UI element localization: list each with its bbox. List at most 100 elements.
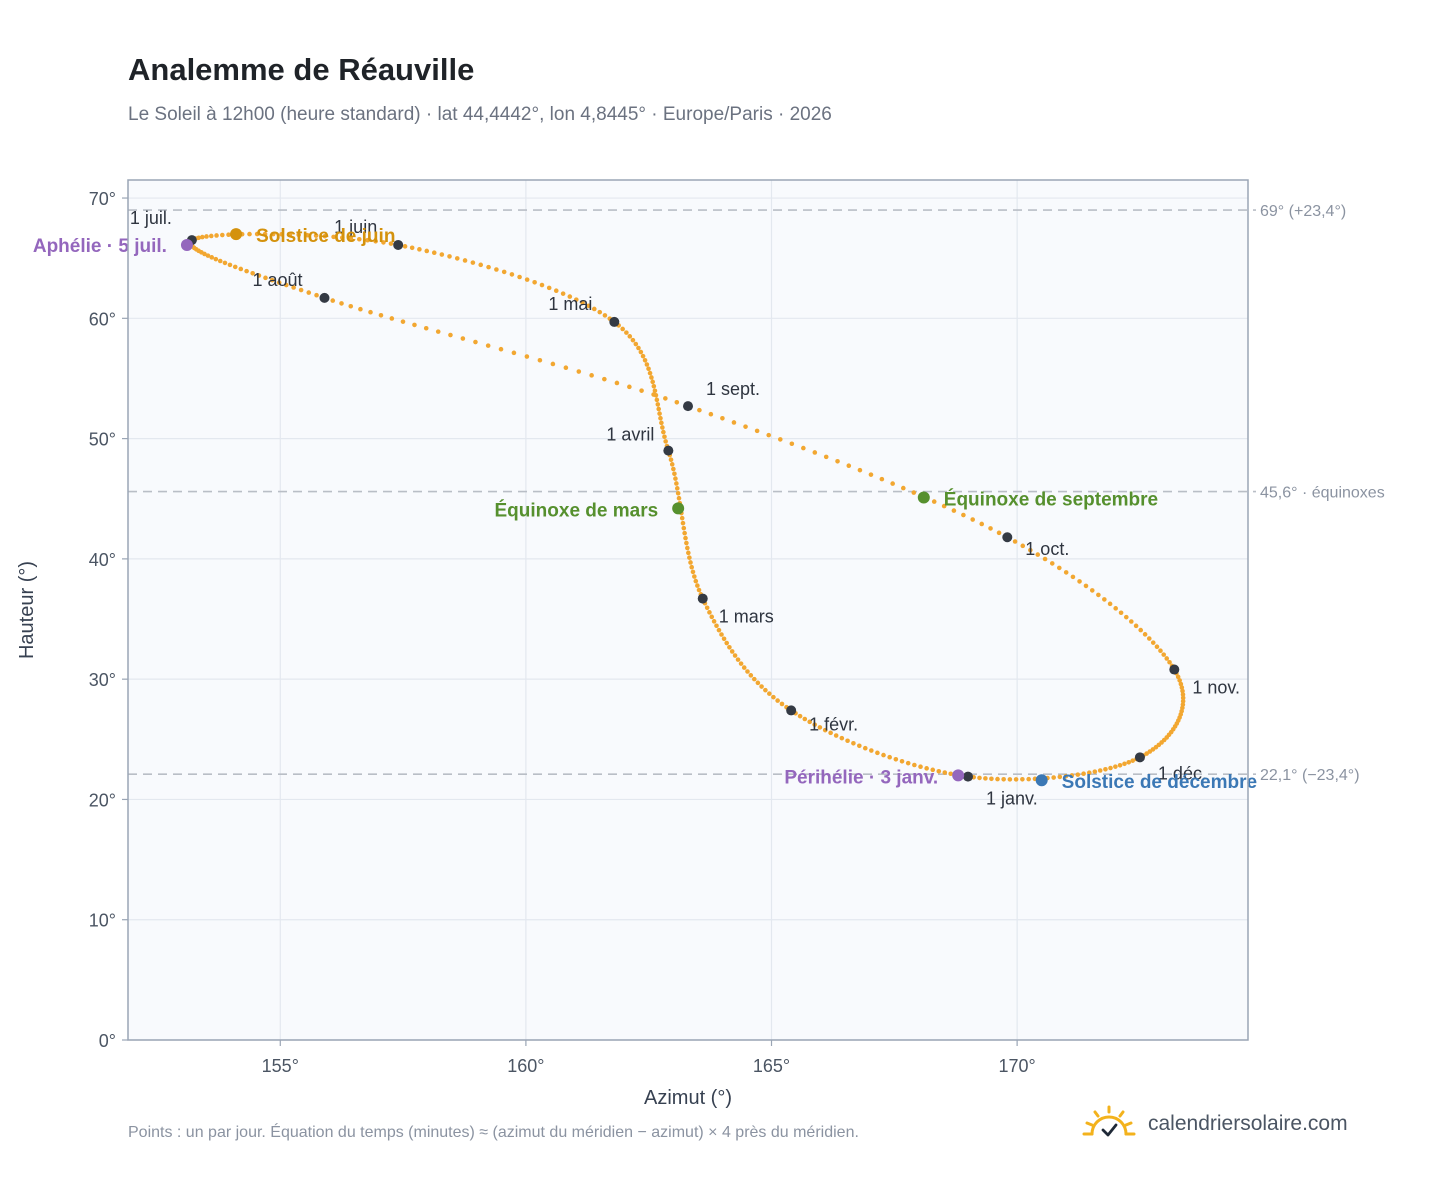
- daily-point: [1075, 772, 1081, 777]
- daily-point: [1089, 588, 1095, 593]
- brand-name: calendriersolaire.com: [1148, 1112, 1348, 1135]
- daily-point: [263, 275, 268, 281]
- month-marker-label: 1 avril: [606, 425, 654, 445]
- daily-point: [640, 353, 646, 359]
- daily-point: [685, 545, 690, 551]
- chart-subtitle: Le Soleil à 12h00 (heure standard) · lat…: [128, 104, 832, 125]
- month-marker: [786, 705, 797, 716]
- daily-point: [797, 713, 803, 719]
- daily-point: [766, 432, 772, 438]
- brand[interactable]: calendriersolaire.com: [1082, 1100, 1348, 1148]
- month-marker: [683, 401, 693, 412]
- month-marker-label: 1 août: [252, 270, 302, 290]
- daily-point: [1026, 776, 1031, 782]
- daily-point: [868, 472, 874, 477]
- june-solstice-label: Solstice de juin: [256, 226, 395, 247]
- daily-point: [563, 365, 569, 371]
- daily-point: [539, 282, 545, 288]
- daily-point: [1081, 771, 1086, 776]
- daily-point: [696, 587, 702, 593]
- month-marker-label: 1 juil.: [130, 208, 172, 228]
- daily-point: [381, 240, 386, 245]
- daily-point: [763, 687, 768, 693]
- daily-point: [687, 555, 692, 560]
- daily-point: [931, 499, 937, 504]
- daily-point: [771, 694, 776, 700]
- daily-point: [314, 292, 319, 298]
- daily-point: [270, 231, 276, 237]
- daily-point: [779, 701, 785, 707]
- daily-point: [905, 760, 911, 766]
- daily-point: [697, 407, 702, 413]
- daily-point: [714, 623, 719, 629]
- daily-point: [550, 361, 556, 367]
- daily-point: [716, 627, 722, 633]
- daily-point: [936, 768, 942, 774]
- daily-point: [567, 294, 573, 299]
- daily-point: [748, 673, 754, 678]
- daily-point: [777, 437, 783, 442]
- daily-point: [1167, 659, 1172, 665]
- daily-point: [680, 520, 686, 526]
- daily-point: [460, 336, 466, 341]
- daily-point: [532, 280, 537, 285]
- month-marker-label: 1 janv.: [986, 789, 1038, 809]
- daily-point: [330, 298, 336, 303]
- daily-point: [639, 388, 644, 393]
- daily-point: [331, 234, 336, 240]
- daily-point: [511, 350, 517, 356]
- daily-point: [470, 260, 476, 265]
- daily-point: [226, 232, 231, 238]
- perihelion-label: Périhélie · 3 janv.: [784, 767, 938, 788]
- daily-point: [689, 564, 695, 570]
- daily-point: [901, 485, 906, 491]
- daily-point: [546, 285, 552, 291]
- sun-logo-icon: [1082, 1105, 1136, 1137]
- daily-point: [893, 756, 899, 762]
- daily-point: [424, 248, 430, 254]
- daily-point: [918, 764, 923, 770]
- daily-point: [674, 399, 680, 405]
- daily-point: [707, 610, 712, 615]
- daily-point: [517, 274, 522, 280]
- x-tick-label: 160°: [507, 1056, 544, 1076]
- daily-point: [256, 273, 262, 278]
- daily-point: [254, 231, 260, 237]
- month-marker: [1134, 752, 1145, 763]
- daily-point: [602, 376, 607, 382]
- daily-point: [801, 445, 806, 451]
- daily-point: [741, 665, 747, 670]
- daily-point: [1063, 773, 1069, 779]
- daily-point: [828, 730, 833, 736]
- daily-point: [305, 232, 310, 238]
- daily-point: [213, 256, 219, 262]
- daily-point: [1001, 776, 1006, 782]
- daily-point: [724, 640, 730, 646]
- daily-point: [651, 392, 656, 397]
- daily-point: [1007, 777, 1013, 782]
- daily-point: [1035, 552, 1041, 557]
- daily-point: [238, 266, 244, 272]
- daily-point: [683, 535, 688, 541]
- reference-line-label: 69° (+23,4°): [1260, 203, 1346, 220]
- daily-point: [1063, 570, 1069, 575]
- daily-point: [232, 264, 238, 270]
- december-solstice-label: Solstice de décembre: [1062, 772, 1257, 793]
- daily-point: [202, 251, 207, 257]
- daily-point: [812, 722, 818, 727]
- month-marker-label: 1 oct.: [1025, 539, 1069, 559]
- daily-point: [1070, 574, 1076, 580]
- month-marker-label: 1 nov.: [1192, 678, 1240, 698]
- daily-point: [835, 458, 840, 464]
- daily-point: [862, 745, 868, 751]
- daily-point: [817, 725, 823, 730]
- footnote: Points : un par jour. Équation du temps …: [128, 1124, 859, 1141]
- daily-point: [996, 530, 1002, 536]
- y-tick-label: 20°: [89, 790, 116, 810]
- daily-point: [486, 264, 491, 270]
- daily-point: [822, 727, 828, 733]
- month-marker: [1169, 664, 1180, 675]
- daily-point: [373, 238, 378, 244]
- daily-point: [652, 388, 658, 394]
